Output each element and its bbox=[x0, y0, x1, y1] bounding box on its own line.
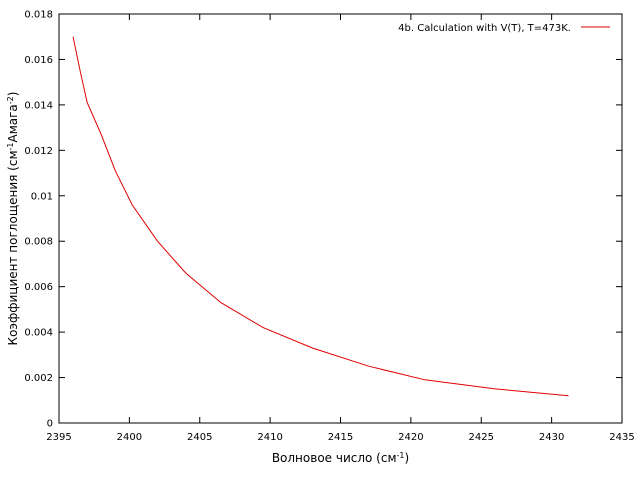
x-tick-label: 2415 bbox=[328, 432, 353, 443]
y-tick-label: 0.012 bbox=[24, 146, 53, 157]
x-tick-labels: 2395 2400 2405 2410 2415 2420 2425 2430 2435 bbox=[46, 432, 634, 443]
plot-frame bbox=[58, 13, 623, 424]
series-layer bbox=[72, 36, 569, 397]
y-tick-label: 0.016 bbox=[24, 55, 53, 66]
x-tick-label: 2430 bbox=[539, 432, 564, 443]
x-tick-label: 2425 bbox=[469, 432, 494, 443]
y-tick-label: 0 bbox=[47, 419, 53, 430]
series-line bbox=[72, 36, 569, 397]
y-tick-label: 0.014 bbox=[24, 100, 53, 111]
x-tick-label: 2435 bbox=[609, 432, 634, 443]
y-tick-label: 0.01 bbox=[31, 191, 53, 202]
y-tick-label: 0.002 bbox=[24, 373, 53, 384]
y-tick-label: 0.006 bbox=[24, 282, 53, 293]
y-tick-label: 0.004 bbox=[24, 328, 53, 339]
x-tick-label: 2405 bbox=[187, 432, 212, 443]
x-axis-label: Волновое число (см-1) bbox=[272, 451, 409, 466]
y-axis-label: Коэффициент поглощения (см-1Амага-2) bbox=[6, 92, 21, 346]
x-tick-label: 2395 bbox=[46, 432, 71, 443]
legend-label: 4b. Calculation with V(T), T=473K. bbox=[398, 23, 571, 34]
tick-marks bbox=[58, 13, 623, 424]
legend: 4b. Calculation with V(T), T=473K. bbox=[398, 23, 610, 34]
x-tick-label: 2410 bbox=[257, 432, 282, 443]
y-tick-label: 0.008 bbox=[24, 237, 53, 248]
x-tick-label: 2400 bbox=[117, 432, 142, 443]
x-tick-label: 2420 bbox=[398, 432, 423, 443]
y-tick-labels: 0 0.002 0.004 0.006 0.008 0.01 0.012 0.014 0.016… bbox=[24, 10, 53, 430]
y-tick-label: 0.018 bbox=[24, 10, 53, 21]
